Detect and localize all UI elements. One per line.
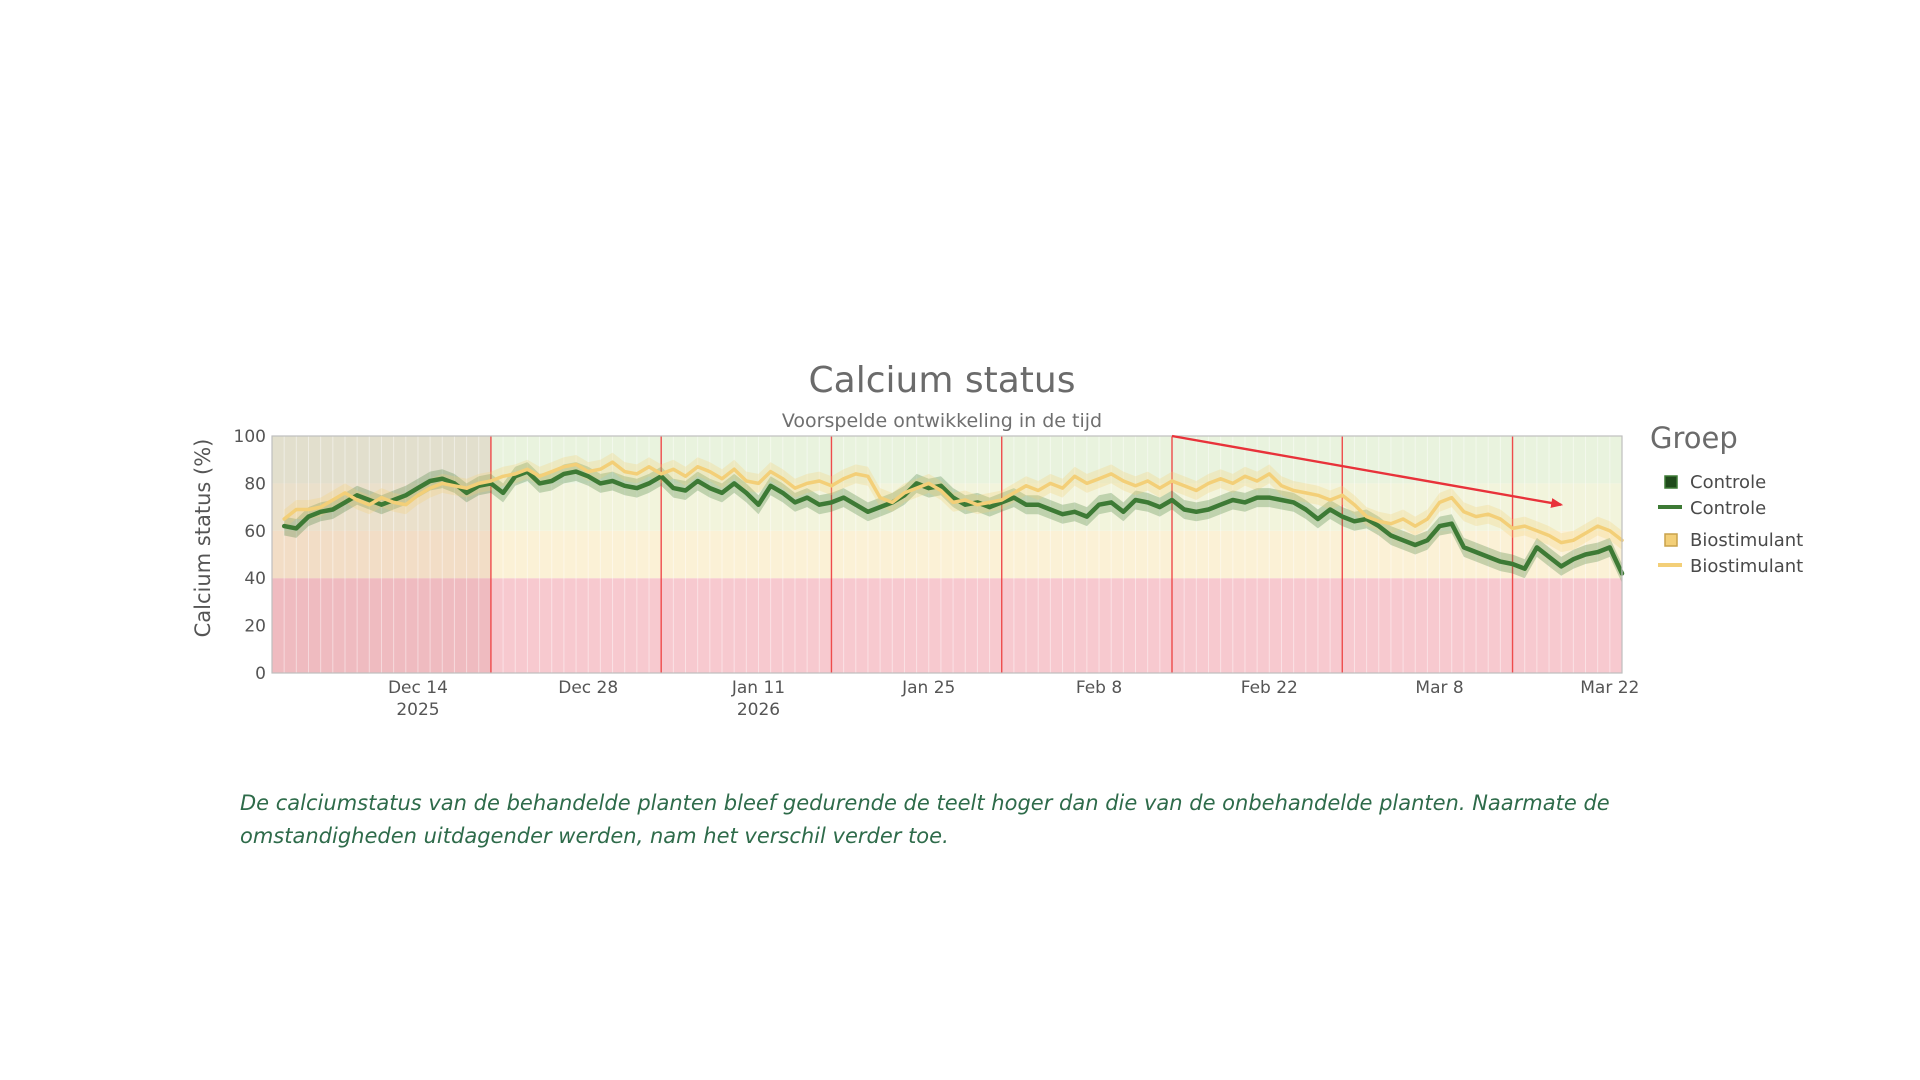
annotation-arrow <box>1171 434 1564 508</box>
legend-swatch-controle <box>1664 475 1678 489</box>
legend-label-controle-band: Controle <box>1690 472 1766 493</box>
legend-label-controle-line: Controle <box>1690 498 1766 519</box>
plot-frame <box>271 435 1623 674</box>
x-tick-label: Feb 22 <box>1241 678 1298 698</box>
y-tick-label: 100 <box>234 427 266 447</box>
y-tick-label: 60 <box>244 522 266 542</box>
chart-caption: De calciumstatus van de behandelde plant… <box>240 791 1610 848</box>
y-tick-label: 80 <box>244 474 266 494</box>
x-tick-label: Feb 8 <box>1076 678 1122 698</box>
legend-title: Groep <box>1650 421 1738 455</box>
chart-title: Calcium status <box>809 360 1076 401</box>
shaded-period <box>272 436 491 673</box>
plot-area <box>271 434 1625 674</box>
x-tick-label: Mar 22 <box>1580 678 1639 698</box>
status-band-0-40 <box>272 578 1622 673</box>
legend-label-biostimulant-line: Biostimulant <box>1690 556 1803 577</box>
y-tick-label: 40 <box>244 569 266 589</box>
x-tick-label: Jan 25 <box>901 678 955 698</box>
y-axis-label: Calcium status (%) <box>191 439 215 638</box>
x-tick-year-label: 2026 <box>737 700 780 720</box>
series-line-biostimulant <box>282 460 1624 545</box>
x-tick-year-label: 2025 <box>396 700 439 720</box>
y-tick-label: 0 <box>255 664 266 684</box>
legend-swatch-biostimulant <box>1664 533 1678 547</box>
x-tick-label: Jan 11 <box>731 678 785 698</box>
legend: Groep Controle Controle Biostimulant Bio… <box>1650 421 1803 577</box>
series-line-controle <box>281 469 1625 576</box>
y-axis: 0 20 40 60 80 100 <box>234 427 266 684</box>
confidence-band-controle <box>284 462 1623 583</box>
x-tick-label: Mar 8 <box>1415 678 1463 698</box>
legend-label-biostimulant-band: Biostimulant <box>1690 530 1803 551</box>
chart-subtitle: Voorspelde ontwikkeling in de tijd <box>782 410 1102 432</box>
x-tick-label: Dec 28 <box>558 678 618 698</box>
x-tick-label: Dec 14 <box>388 678 448 698</box>
y-tick-label: 20 <box>244 617 266 637</box>
